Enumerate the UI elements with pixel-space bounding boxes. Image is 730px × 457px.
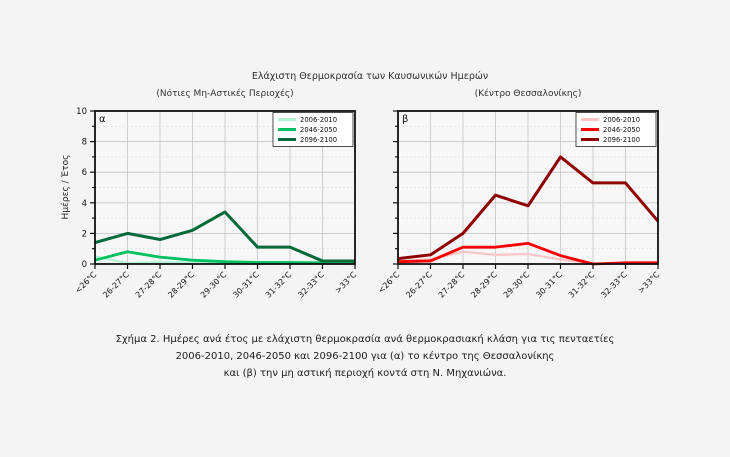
- x-tick-label: 26-27°C: [404, 270, 434, 300]
- y-tick-label: 0: [82, 260, 87, 270]
- figure-caption: Σχήμα 2. Ημέρες ανά έτος με ελάχιστη θερ…: [0, 331, 730, 382]
- series-line-2096-2100: [94, 210, 355, 263]
- x-tick-label: 32-33°C: [599, 270, 629, 300]
- y-tick-label: 4: [82, 199, 87, 209]
- series-line-2096-2100: [397, 155, 660, 261]
- legend-label: 2046-2050: [300, 126, 337, 134]
- series-line-2046-2050: [94, 250, 355, 265]
- x-tick-label: 30-31°C: [231, 270, 261, 300]
- legend-label: 2096-2100: [300, 136, 337, 144]
- caption-line-1: Σχήμα 2. Ημέρες ανά έτος με ελάχιστη θερ…: [115, 334, 615, 345]
- x-tick-label: 28-29°C: [166, 270, 196, 300]
- x-tick-label: >33°C: [636, 270, 661, 295]
- x-tick-label: <26°C: [376, 270, 401, 295]
- x-tick-label: 32-33°C: [296, 270, 326, 300]
- legend-label: 2096-2100: [603, 136, 640, 144]
- chart-nonurban-panel: 0 2 4 6 8 10 <26°C 26-27°C 27-28°C 28-29°C 29-30°C…: [73, 107, 358, 300]
- x-tick-label: 28-29°C: [469, 270, 499, 300]
- legend-label: 2006-2010: [300, 116, 337, 124]
- y-tick-label: 8: [82, 138, 87, 148]
- x-tick-label: 30-31°C: [534, 270, 564, 300]
- legend-label: 2046-2050: [603, 126, 640, 134]
- y-tick-label: 10: [76, 107, 87, 117]
- subtitle-left-panel: (Νότιες Μη-Αστικές Περιοχές): [156, 89, 294, 99]
- figure-title: Ελάχιστη Θερμοκρασία των Καυσωνικών Ημερ…: [251, 71, 489, 82]
- x-tick-label: 29-30°C: [502, 270, 532, 300]
- x-tick-label: 27-28°C: [134, 270, 164, 300]
- legend-label: 2006-2010: [603, 116, 640, 124]
- x-tick-label: <26°C: [73, 270, 98, 295]
- panel-label: β: [402, 114, 408, 125]
- chart-thessaloniki-panel: <26°C 26-27°C 27-28°C 28-29°C 29-30°C 30-31°C…: [376, 110, 662, 300]
- y-tick-label: 2: [82, 229, 87, 239]
- x-tick-label: 27-28°C: [437, 270, 467, 300]
- y-tick-label: 6: [82, 168, 87, 178]
- x-tick-label: 29-30°C: [199, 270, 229, 300]
- x-tick-label: 31-32°C: [567, 270, 597, 300]
- panel-label: α: [99, 114, 106, 125]
- subtitle-right-panel: (Κέντρο Θεσσαλονίκης): [474, 89, 582, 99]
- x-tick-label: 26-27°C: [101, 270, 131, 300]
- x-tick-label: 31-32°C: [264, 270, 294, 300]
- caption-line-3: και (β) την μη αστική περιοχή κοντά στη …: [223, 368, 507, 379]
- caption-line-2: 2006-2010, 2046-2050 και 2096-2100 για (…: [175, 351, 555, 362]
